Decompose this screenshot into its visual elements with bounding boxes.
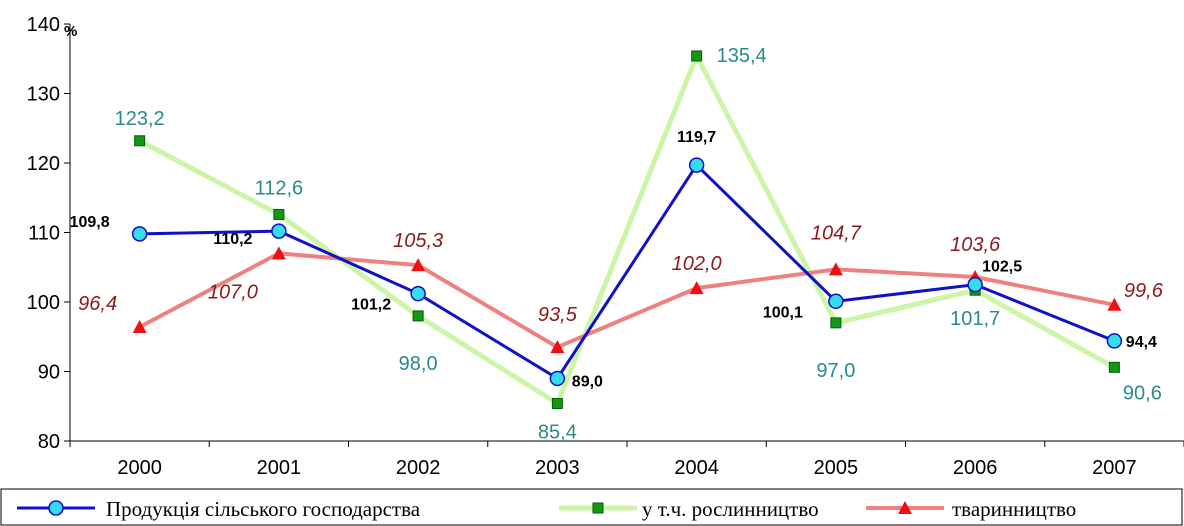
data-point-circle — [1106, 333, 1123, 349]
data-point-square — [551, 397, 563, 409]
series-group — [131, 49, 1123, 409]
y-tick-label: 90 — [38, 362, 60, 384]
data-label: 100,1 — [763, 304, 803, 321]
data-label: 105,3 — [393, 230, 443, 252]
y-tick-label: 100 — [27, 292, 60, 314]
series-line-0 — [139, 162, 1115, 381]
data-point-square — [830, 317, 842, 329]
data-point-circle — [48, 500, 64, 516]
legend-label: тваринництво — [952, 497, 1076, 521]
data-label: 102,0 — [672, 253, 722, 275]
data-point-triangle — [411, 258, 426, 272]
data-point-triangle — [271, 246, 286, 260]
data-label: 94,4 — [1126, 334, 1157, 351]
x-tick-label: 2004 — [674, 457, 719, 479]
x-tick-label: 2005 — [814, 457, 859, 479]
data-point-square — [592, 502, 604, 514]
data-point-triangle — [828, 262, 843, 276]
data-label: 96,4 — [78, 293, 117, 315]
x-tick-label: 2000 — [117, 457, 162, 479]
data-label: 104,7 — [811, 222, 862, 244]
legend: Продукція сільського господарства у т.ч. … — [0, 488, 1183, 526]
data-label: 110,2 — [213, 231, 252, 248]
data-point-square — [134, 135, 146, 147]
data-point-circle — [410, 285, 426, 302]
y-tick-label: 120 — [27, 153, 60, 175]
data-label: 97,0 — [816, 360, 855, 382]
data-point-circle — [828, 293, 844, 310]
y-tick-label: 130 — [27, 84, 60, 106]
y-tick-label: 110 — [28, 223, 60, 245]
data-point-triangle — [132, 320, 147, 334]
data-point-triangle — [1107, 297, 1122, 311]
data-label: 93,5 — [538, 304, 578, 326]
y-ticks: 80 90 100 110 120 130 140 — [27, 14, 70, 453]
data-label: 135,4 — [717, 45, 767, 67]
x-ticks: 2000 2001 2002 2003 2004 2005 2006 2007 — [69, 441, 1184, 479]
series-line-2 — [138, 251, 1115, 350]
data-labels: 109,8 110,2 101,2 89,0 119,7 100,1 102,5 94,4 12… — [70, 45, 1164, 444]
data-label: 119,7 — [677, 129, 716, 146]
data-point-square — [691, 50, 703, 62]
series-line-1 — [138, 49, 1116, 408]
data-point-square — [273, 208, 285, 220]
data-label: 89,0 — [572, 373, 603, 390]
data-point-triangle — [689, 281, 704, 295]
data-point-circle — [271, 223, 287, 239]
data-point-triangle — [550, 340, 565, 354]
data-point-circle — [967, 276, 983, 293]
data-point-circle — [549, 370, 566, 387]
data-label: 123,2 — [115, 108, 165, 130]
data-label: 85,4 — [538, 421, 577, 443]
y-tick-label: 80 — [38, 431, 60, 453]
x-tick-label: 2006 — [953, 457, 998, 479]
data-label: 102,5 — [982, 259, 1022, 276]
data-label: 98,0 — [399, 353, 438, 375]
x-tick-label: 2007 — [1092, 457, 1137, 479]
data-label: 103,6 — [950, 234, 1001, 256]
data-label: 101,7 — [950, 308, 1000, 330]
data-point-circle — [688, 157, 705, 173]
data-label: 99,6 — [1124, 280, 1164, 302]
y-axis-unit: % — [64, 23, 77, 40]
x-tick-label: 2003 — [535, 457, 580, 479]
legend-label: Продукція сільського господарства — [106, 497, 421, 521]
legend-label: у т.ч. рослинництво — [642, 497, 819, 521]
data-point-circle — [131, 226, 148, 242]
data-label: 109,8 — [70, 214, 110, 231]
data-label: 90,6 — [1123, 382, 1162, 404]
y-tick-label: 140 — [27, 14, 60, 36]
data-point-square — [412, 310, 424, 322]
data-label: 112,6 — [255, 177, 304, 199]
data-point-triangle — [898, 501, 912, 514]
data-point-square — [1108, 361, 1120, 373]
x-tick-label: 2002 — [396, 457, 441, 479]
data-label: 101,2 — [351, 297, 391, 314]
data-label: 107,0 — [208, 281, 258, 303]
x-tick-label: 2001 — [257, 457, 302, 479]
